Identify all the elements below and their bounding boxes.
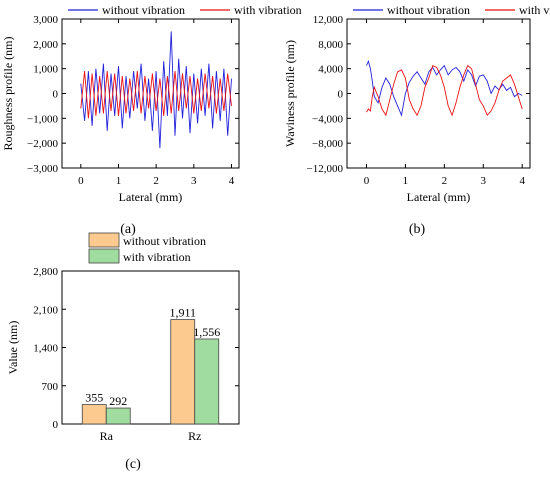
y-tick-label: −4,000 (312, 113, 343, 125)
panel-b-caption: (b) (409, 222, 426, 237)
y-axis-label: Roughness profile (nm) (1, 37, 15, 151)
y-tick-label: 8,000 (318, 39, 343, 51)
x-tick-label: 2 (153, 175, 159, 187)
y-tick-label: 2,800 (33, 266, 58, 278)
y-tick-label: 12,000 (313, 14, 344, 26)
y-tick-label: −3,000 (27, 163, 58, 175)
x-tick-label: 0 (78, 175, 84, 187)
plot-frame (346, 18, 531, 169)
x-tick-label: 2 (442, 175, 448, 187)
y-tick-label: 2,100 (33, 304, 58, 316)
series-line-without-vibration (366, 59, 523, 117)
bar-rz-without-vibration (170, 319, 196, 425)
panel-a-roughness-chart: −3,000 −2,000 −1,000 0 1,000 2,000 3,000 0 1 2 3 4 L… (1, 3, 302, 204)
y-tick-label: 700 (42, 381, 59, 393)
series-line-with-vibration (80, 71, 232, 119)
series-line-without-vibration (80, 31, 232, 149)
legend-swatch-without-vibration (88, 232, 120, 248)
x-tick-label: 3 (481, 175, 487, 187)
x-tick-label: 1 (116, 175, 122, 187)
data-label: 292 (109, 394, 127, 408)
x-tick-label: 3 (191, 175, 197, 187)
panel-c-caption: (c) (125, 457, 141, 472)
y-tick-label: 0 (338, 89, 344, 101)
legend-label-without-vibration: without vibration (102, 3, 185, 17)
x-tick-label: 4 (519, 175, 525, 187)
y-tick-label: 0 (53, 419, 59, 431)
panel-c-bar-chart: 0 700 1,400 2,100 2,800 Ra 355 292 Rz 1,911 1,556 V… (6, 232, 240, 443)
bar-rz-with-vibration (194, 338, 220, 425)
legend-swatch-with-vibration (88, 248, 120, 264)
y-tick-label: −2,000 (27, 138, 58, 150)
legend-label-without-vibration: without vibration (123, 234, 206, 248)
panel-a-caption: (a) (120, 222, 136, 237)
data-label: 355 (85, 391, 103, 405)
legend-label-with-vibration: with vibration (123, 250, 191, 264)
series-line-with-vibration (366, 64, 523, 117)
x-axis-label: Lateral (mm) (407, 190, 471, 204)
y-tick-label: −12,000 (307, 163, 344, 175)
y-tick-label: 2,000 (33, 39, 58, 51)
category-label-ra: Ra (100, 429, 114, 443)
y-axis-label: Value (nm) (6, 321, 20, 375)
x-axis-label: Lateral (mm) (119, 190, 183, 204)
legend-label-with-vibration: with vibration (234, 3, 302, 17)
y-tick-label: 0 (53, 89, 59, 101)
y-tick-label: −1,000 (27, 113, 58, 125)
bar-ra-without-vibration (81, 404, 107, 425)
x-tick-label: 4 (229, 175, 235, 187)
y-axis-label: Waviness profile (nm) (283, 40, 297, 147)
x-tick-label: 0 (364, 175, 370, 187)
x-tick-label: 1 (403, 175, 409, 187)
y-tick-label: 4,000 (318, 64, 343, 76)
bar-ra-with-vibration (105, 407, 131, 425)
y-tick-label: 1,000 (33, 64, 58, 76)
legend-label-without-vibration: without vibration (387, 3, 470, 17)
data-label: 1,556 (193, 325, 220, 339)
y-tick-label: 1,400 (33, 343, 58, 355)
y-tick-label: −8,000 (312, 138, 343, 150)
category-label-rz: Rz (188, 429, 201, 443)
legend-label-with-vibration: with vibration (519, 3, 550, 17)
data-label: 1,911 (169, 306, 196, 320)
panel-b-waviness-chart: −12,000 −8,000 −4,000 0 4,000 8,000 12,000 0 1 2 3… (283, 3, 550, 204)
y-tick-label: 3,000 (33, 14, 58, 26)
